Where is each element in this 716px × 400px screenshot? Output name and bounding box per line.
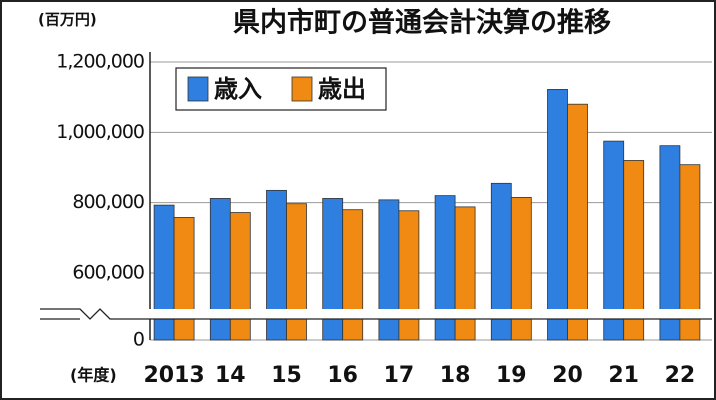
x-tick-label: 15 [271, 363, 302, 388]
bar [153, 204, 175, 341]
x-tick-label: 21 [608, 363, 639, 388]
legend-label: 歳入 [214, 75, 262, 103]
x-tick-label: 2013 [143, 363, 204, 388]
legend-box [175, 67, 387, 111]
bar [229, 212, 251, 341]
x-tick-label: 18 [440, 363, 471, 388]
legend-swatch [291, 76, 313, 102]
bar [510, 196, 532, 341]
bar [679, 164, 701, 341]
x-tick-label: 14 [215, 363, 246, 388]
bar [286, 203, 307, 341]
bar [173, 217, 195, 341]
x-tick-label: 20 [552, 363, 583, 388]
x-label: (年度) [70, 366, 117, 385]
y-unit: (百万円) [38, 11, 97, 29]
legend-swatch [187, 76, 209, 102]
x-tick-label: 16 [327, 363, 358, 388]
chart-title: 県内市町の普通会計決算の推移 [233, 7, 611, 39]
bar [547, 89, 568, 341]
x-tick-label: 19 [496, 363, 527, 388]
x-tick-label: 17 [384, 363, 415, 388]
legend-label: 歳出 [318, 75, 366, 103]
y-tick-label: 600,000 [72, 262, 144, 284]
axis-break-line [40, 308, 712, 320]
bar [567, 103, 588, 341]
x-tick-label: 22 [665, 363, 696, 388]
bar [454, 206, 476, 341]
bar [342, 209, 364, 341]
y-tick-label: 1,200,000 [56, 51, 144, 73]
y-tick-label: 1,000,000 [56, 121, 144, 143]
axis-break [40, 309, 712, 319]
y-tick-label: 0 [133, 329, 144, 351]
y-tick-label: 800,000 [72, 191, 144, 213]
bar [398, 210, 420, 341]
bar [623, 160, 645, 341]
